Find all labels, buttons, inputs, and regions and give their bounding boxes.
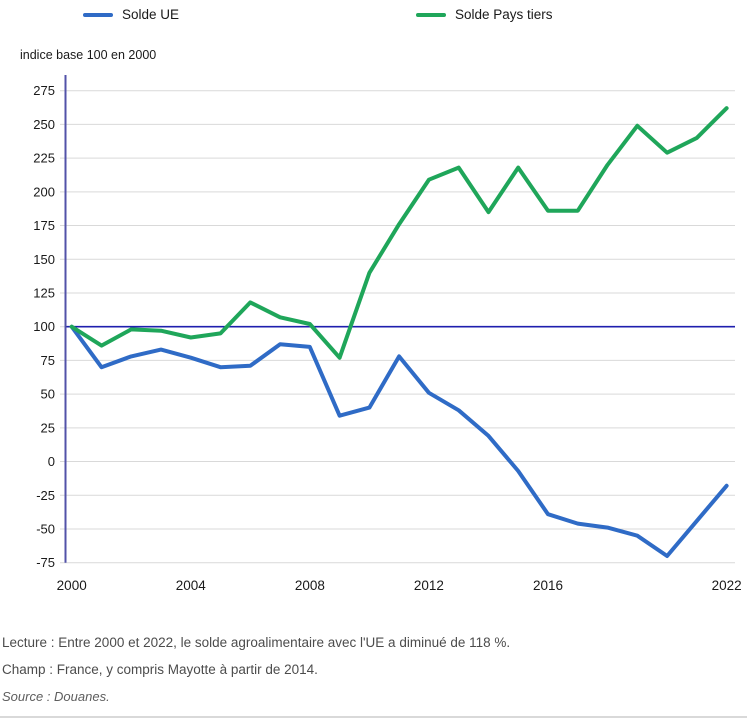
y-tick-label: 175 <box>33 218 55 233</box>
y-tick-label: 225 <box>33 151 55 166</box>
x-tick-label: 2012 <box>414 578 444 593</box>
legend-item-solde-ue: Solde UE <box>83 6 179 24</box>
legend-item-solde-pays-tiers: Solde Pays tiers <box>416 6 553 24</box>
solde-pays-tiers-line-swatch-icon <box>416 12 446 18</box>
y-tick-label: -50 <box>36 521 55 536</box>
x-tick-label: 2008 <box>295 578 325 593</box>
x-tick-label: 2022 <box>712 578 742 593</box>
x-tick-label: 2004 <box>176 578 207 593</box>
series-line-solde-pays-tiers <box>69 106 729 360</box>
legend-label-solde-ue: Solde UE <box>122 7 180 22</box>
y-tick-label: 125 <box>33 285 55 300</box>
y-tick-label: -75 <box>36 555 55 570</box>
y-tick-label: 250 <box>33 117 55 132</box>
y-tick-label: 100 <box>33 319 55 334</box>
y-tick-label: 25 <box>41 420 55 435</box>
solde-ue-line-swatch-icon <box>83 12 113 18</box>
y-tick-label: -25 <box>36 488 55 503</box>
chart-footer: Lecture : Entre 2000 et 2022, le solde a… <box>2 635 742 716</box>
bottom-divider <box>0 716 747 718</box>
x-tick-label: 2016 <box>533 578 563 593</box>
line-chart: 2752502252001751501251007550250-25-50-75… <box>33 75 742 593</box>
source-note: Source : Douanes. <box>2 689 110 704</box>
y-tick-label: 150 <box>33 252 55 267</box>
x-tick-label: 2000 <box>57 578 87 593</box>
y-tick-label: 75 <box>41 353 55 368</box>
y-axis-title: indice base 100 en 2000 <box>20 48 157 62</box>
lecture-note: Lecture : Entre 2000 et 2022, le solde a… <box>2 635 511 650</box>
legend: Solde UE Solde Pays tiers <box>0 6 747 24</box>
y-tick-label: 0 <box>48 454 55 469</box>
y-tick-label: 275 <box>33 83 55 98</box>
legend-label-solde-pays-tiers: Solde Pays tiers <box>455 7 553 22</box>
series-line-solde-ue <box>69 324 729 558</box>
y-tick-label: 50 <box>41 387 55 402</box>
champ-note: Champ : France, y compris Mayotte à part… <box>2 662 318 677</box>
y-tick-label: 200 <box>33 184 55 199</box>
